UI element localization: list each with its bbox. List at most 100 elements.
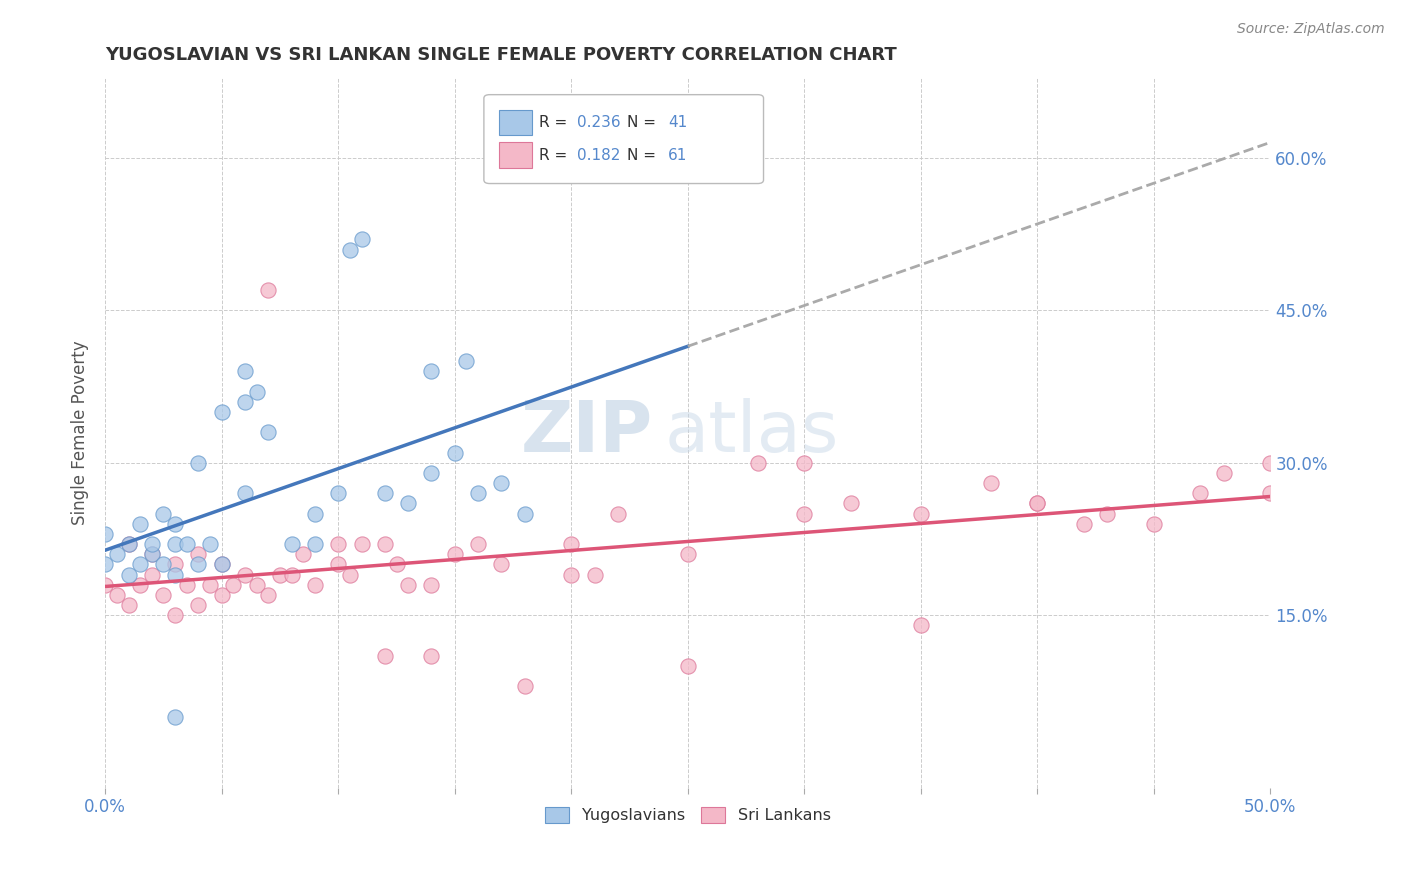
Point <box>350 232 373 246</box>
Point <box>443 445 465 459</box>
Point <box>676 547 699 561</box>
Point <box>176 578 198 592</box>
Point <box>233 486 256 500</box>
Point <box>165 558 187 572</box>
Point <box>187 598 209 612</box>
Point <box>246 384 269 399</box>
Point <box>269 567 291 582</box>
Point <box>560 567 582 582</box>
Point <box>793 456 815 470</box>
Point <box>420 466 443 480</box>
Point <box>105 547 128 561</box>
Point <box>152 558 174 572</box>
Point <box>396 578 419 592</box>
Point <box>129 578 152 592</box>
Point <box>513 679 536 693</box>
Point <box>198 578 221 592</box>
Point <box>304 537 326 551</box>
Point <box>583 567 606 582</box>
Point <box>374 537 396 551</box>
Point <box>211 558 233 572</box>
Point <box>211 558 233 572</box>
Point <box>374 648 396 663</box>
Text: N =: N = <box>627 115 661 130</box>
Point <box>198 537 221 551</box>
Point <box>187 547 209 561</box>
Point <box>246 578 269 592</box>
Point <box>513 507 536 521</box>
Point <box>456 354 478 368</box>
Text: Source: ZipAtlas.com: Source: ZipAtlas.com <box>1237 22 1385 37</box>
Point <box>257 588 280 602</box>
Bar <box>499 110 531 136</box>
Point <box>233 567 256 582</box>
Point <box>350 537 373 551</box>
Point <box>129 558 152 572</box>
Point <box>1143 516 1166 531</box>
Point <box>328 558 350 572</box>
Point <box>467 537 489 551</box>
Point <box>165 516 187 531</box>
Point <box>280 567 302 582</box>
Point <box>467 486 489 500</box>
Point <box>839 496 862 510</box>
Point <box>222 578 245 592</box>
Point <box>165 710 187 724</box>
Point <box>152 588 174 602</box>
Text: R =: R = <box>538 115 572 130</box>
Text: 61: 61 <box>668 147 688 162</box>
Point <box>165 608 187 623</box>
Point <box>1260 486 1282 500</box>
Point <box>396 496 419 510</box>
Point <box>233 395 256 409</box>
Point <box>374 486 396 500</box>
Point <box>1189 486 1212 500</box>
Point <box>420 648 443 663</box>
Point <box>129 516 152 531</box>
Point <box>152 507 174 521</box>
Text: ZIP: ZIP <box>520 398 652 467</box>
Point <box>980 476 1002 491</box>
Point <box>910 507 932 521</box>
Point <box>420 578 443 592</box>
Point <box>491 558 513 572</box>
Point <box>187 558 209 572</box>
Point <box>117 537 139 551</box>
Point <box>339 243 361 257</box>
Text: 0.236: 0.236 <box>576 115 620 130</box>
Point <box>117 537 139 551</box>
Point <box>165 567 187 582</box>
Point <box>676 659 699 673</box>
Point <box>233 364 256 378</box>
Point <box>385 558 408 572</box>
Point <box>257 283 280 297</box>
Point <box>280 537 302 551</box>
Point <box>747 456 769 470</box>
Point <box>606 507 628 521</box>
Legend: Yugoslavians, Sri Lankans: Yugoslavians, Sri Lankans <box>538 800 837 830</box>
Text: YUGOSLAVIAN VS SRI LANKAN SINGLE FEMALE POVERTY CORRELATION CHART: YUGOSLAVIAN VS SRI LANKAN SINGLE FEMALE … <box>105 46 897 64</box>
Point <box>211 405 233 419</box>
Point <box>339 567 361 582</box>
Point <box>1026 496 1049 510</box>
Point <box>94 558 117 572</box>
Point <box>328 486 350 500</box>
Point <box>141 547 163 561</box>
Point <box>141 567 163 582</box>
Point <box>1073 516 1095 531</box>
Text: R =: R = <box>538 147 572 162</box>
Point <box>1026 496 1049 510</box>
Text: 41: 41 <box>668 115 688 130</box>
Point <box>105 588 128 602</box>
Point <box>211 588 233 602</box>
Point <box>793 507 815 521</box>
Point <box>1212 466 1234 480</box>
Bar <box>499 143 531 168</box>
Point <box>117 567 139 582</box>
Point <box>1260 456 1282 470</box>
Point <box>910 618 932 632</box>
Point <box>328 537 350 551</box>
Point <box>165 537 187 551</box>
Point <box>304 578 326 592</box>
Point <box>491 476 513 491</box>
